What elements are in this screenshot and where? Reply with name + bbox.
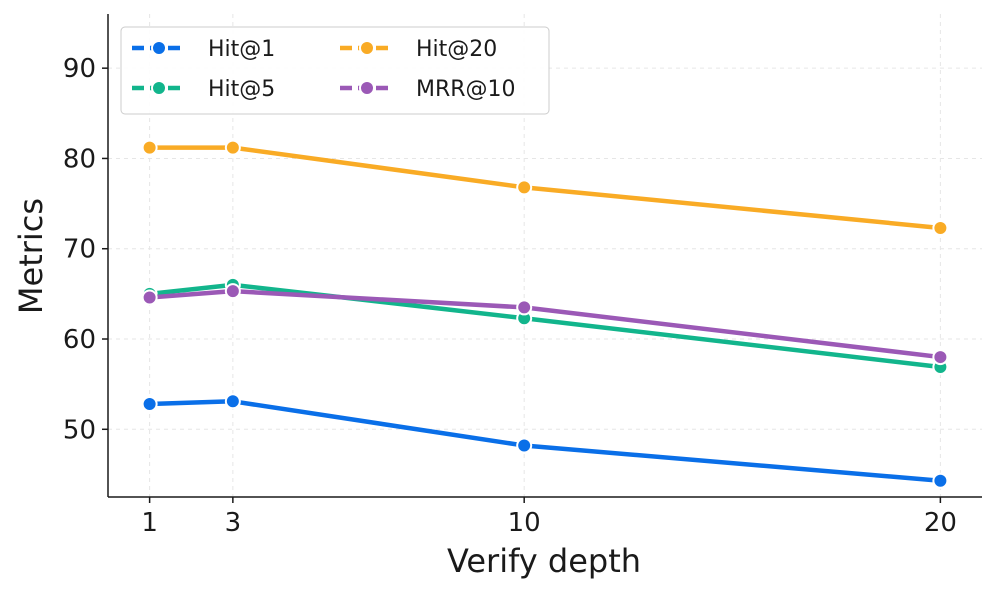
data-point-hit-1	[141, 396, 158, 413]
y-axis-label: Metrics	[12, 198, 50, 314]
x-tick-label: 10	[508, 508, 541, 538]
series-mrr-10	[141, 283, 949, 366]
x-tick-label: 20	[924, 508, 957, 538]
x-tick-label: 3	[225, 508, 242, 538]
series-line-hit-20	[147, 145, 943, 231]
y-ticks: 50 60 70 80 90	[63, 54, 108, 445]
series-layer	[141, 139, 949, 489]
axes	[107, 14, 982, 498]
legend-swatch-marker	[151, 40, 167, 56]
legend-label: Hit@20	[416, 37, 497, 62]
legend-item-hit-20: Hit@20	[340, 37, 497, 62]
legend-swatch-marker	[359, 80, 375, 96]
y-tick-label: 70	[63, 235, 96, 265]
y-tick-label: 60	[63, 325, 96, 355]
y-tick-label: 50	[63, 415, 96, 445]
legend-swatch-marker	[151, 80, 167, 96]
legend: Hit@1 Hit@5 Hit@20 MRR@10	[120, 26, 550, 115]
y-tick-label: 80	[63, 144, 96, 174]
legend-item-hit-5: Hit@5	[132, 77, 275, 102]
data-point-mrr-10	[141, 289, 158, 306]
y-tick-label: 90	[63, 54, 96, 84]
data-point-mrr-10	[932, 349, 949, 366]
data-point-hit-20	[141, 139, 158, 156]
legend-swatch-marker	[359, 40, 375, 56]
data-point-hit-20	[516, 179, 533, 196]
data-point-hit-20	[932, 219, 949, 236]
data-point-hit-20	[224, 139, 241, 156]
legend-box	[120, 26, 550, 115]
data-point-hit-1	[516, 437, 533, 454]
data-point-mrr-10	[516, 299, 533, 316]
legend-label: Hit@1	[208, 37, 275, 62]
legend-label: MRR@10	[416, 77, 516, 102]
legend-label: Hit@5	[208, 77, 275, 102]
data-point-mrr-10	[224, 283, 241, 300]
series-hit-20	[141, 139, 949, 236]
series-line-mrr-10	[147, 288, 943, 360]
series-line-hit-5	[147, 282, 943, 370]
x-ticks: 1 3 10 20	[141, 497, 957, 538]
data-point-hit-1	[932, 472, 949, 489]
legend-item-mrr-10: MRR@10	[340, 77, 516, 102]
series-line-hit-1	[147, 399, 943, 483]
legend-item-hit-1: Hit@1	[132, 37, 275, 62]
x-tick-label: 1	[141, 508, 158, 538]
series-hit-1	[141, 393, 949, 489]
data-point-hit-1	[224, 393, 241, 410]
x-axis-label: Verify depth	[447, 542, 641, 580]
